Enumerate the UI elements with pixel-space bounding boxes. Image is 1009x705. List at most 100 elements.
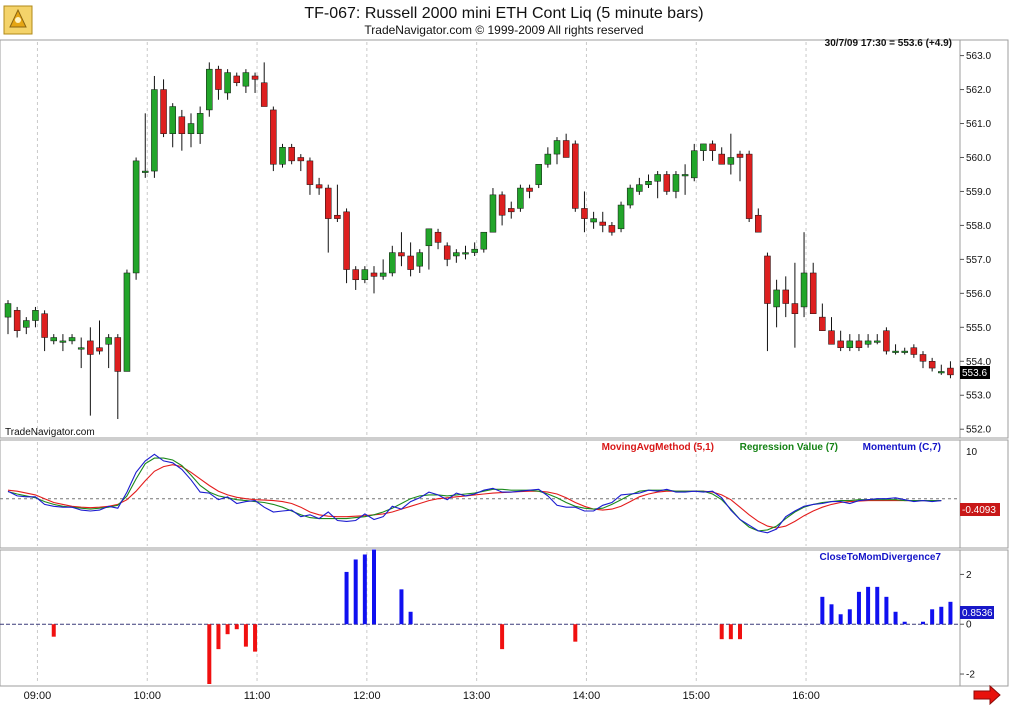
candle-body <box>691 150 698 179</box>
osc-tick-label: 10 <box>966 447 978 458</box>
candle <box>626 184 634 209</box>
last-price-badge <box>960 366 990 379</box>
candle-body <box>453 252 460 257</box>
candle <box>791 262 799 348</box>
hist-tick-label: -2 <box>966 670 975 681</box>
candle <box>617 201 625 233</box>
hist-bar <box>573 624 578 642</box>
candle-body <box>68 337 76 342</box>
candle-body <box>41 313 48 338</box>
hist-bar <box>243 624 248 647</box>
candle-body <box>398 252 405 257</box>
candle <box>672 171 680 199</box>
candle <box>800 232 808 318</box>
candle <box>526 184 533 199</box>
candle-body <box>443 245 451 260</box>
hist-bar <box>948 601 953 625</box>
axes: 09:00 10:00 11:00 12:00 13:00 14:00 15:00 16:00… <box>24 51 992 702</box>
candle <box>755 208 762 233</box>
y-tick-label: 557.0 <box>966 255 991 266</box>
candle <box>480 231 488 253</box>
candle-body <box>727 157 735 165</box>
y-tick-label: 554.0 <box>966 357 991 368</box>
candle <box>187 113 195 148</box>
hist-bar <box>728 624 733 640</box>
candle <box>590 211 597 229</box>
candle-body <box>654 174 661 182</box>
candle-body <box>379 272 387 277</box>
candle-body <box>535 164 542 185</box>
candle-body <box>151 89 158 172</box>
hist-bar <box>216 624 221 650</box>
x-tick-label: 11:00 <box>244 690 271 702</box>
candle-body <box>590 218 597 223</box>
candle-body <box>142 170 149 173</box>
x-tick-label: 14:00 <box>573 690 601 702</box>
hist-bar <box>856 591 861 625</box>
candle <box>691 143 698 182</box>
price-series <box>4 62 954 420</box>
candle <box>443 242 451 267</box>
candle <box>553 137 561 165</box>
hist-bar <box>930 609 935 625</box>
candle-body <box>709 143 716 151</box>
candle-body <box>617 204 625 230</box>
y-tick-label: 556.0 <box>966 289 991 300</box>
hist-last-badge <box>960 606 994 619</box>
candle <box>398 232 405 267</box>
candle <box>764 252 771 352</box>
candle <box>736 150 744 182</box>
histogram-panel <box>0 549 1009 687</box>
candle-body <box>169 106 176 134</box>
candle <box>462 245 469 260</box>
hist-bar <box>253 624 258 652</box>
last-price-label: 553.6 <box>962 368 987 379</box>
y-tick-label: 563.0 <box>966 51 991 62</box>
candle-body <box>572 143 579 209</box>
candle <box>681 164 689 195</box>
y-tick-label: 561.0 <box>966 119 991 130</box>
candle <box>13 306 21 338</box>
candle-body <box>215 68 222 90</box>
candle-body <box>498 194 506 216</box>
candle-body <box>105 337 112 345</box>
candle-body <box>599 221 606 226</box>
candle <box>315 177 323 195</box>
candle-body <box>4 303 12 318</box>
candle-body <box>32 310 39 321</box>
hist-bar <box>719 624 724 640</box>
candle <box>407 242 414 277</box>
osc-last-label: -0.4093 <box>962 505 996 516</box>
candle <box>809 262 817 314</box>
osc-series-line <box>7 464 942 529</box>
candle-body <box>892 350 899 353</box>
hist-bar <box>408 611 413 625</box>
candle <box>819 303 826 331</box>
candle <box>471 242 478 256</box>
candle-body <box>938 371 945 374</box>
candle-body <box>874 340 881 343</box>
candle-body <box>352 269 359 281</box>
candle-body <box>626 187 634 206</box>
candle-body <box>846 340 854 348</box>
candle-body <box>206 68 213 111</box>
candle-body <box>50 337 57 342</box>
candle <box>608 222 616 236</box>
x-tick-label: 13:00 <box>463 690 491 702</box>
osc-series-line <box>7 453 942 534</box>
chart-title: TF-067: Russell 2000 mini ETH Cont Liq (… <box>304 5 703 22</box>
candle <box>4 300 12 335</box>
candle-body <box>471 248 478 253</box>
candle-body <box>928 361 936 369</box>
x-tick-label: 16:00 <box>792 690 820 702</box>
candle <box>224 69 231 100</box>
hist-bar <box>234 624 239 630</box>
scroll-right-arrow-icon[interactable] <box>973 684 1001 705</box>
y-tick-label: 562.0 <box>966 85 991 96</box>
logo-icon[interactable] <box>3 5 33 35</box>
hist-bar <box>500 624 505 650</box>
chart-subtitle: TradeNavigator.com © 1999-2009 All right… <box>364 23 643 37</box>
candle <box>270 106 277 172</box>
hist-bar <box>921 621 925 625</box>
hist-bar <box>884 596 889 625</box>
